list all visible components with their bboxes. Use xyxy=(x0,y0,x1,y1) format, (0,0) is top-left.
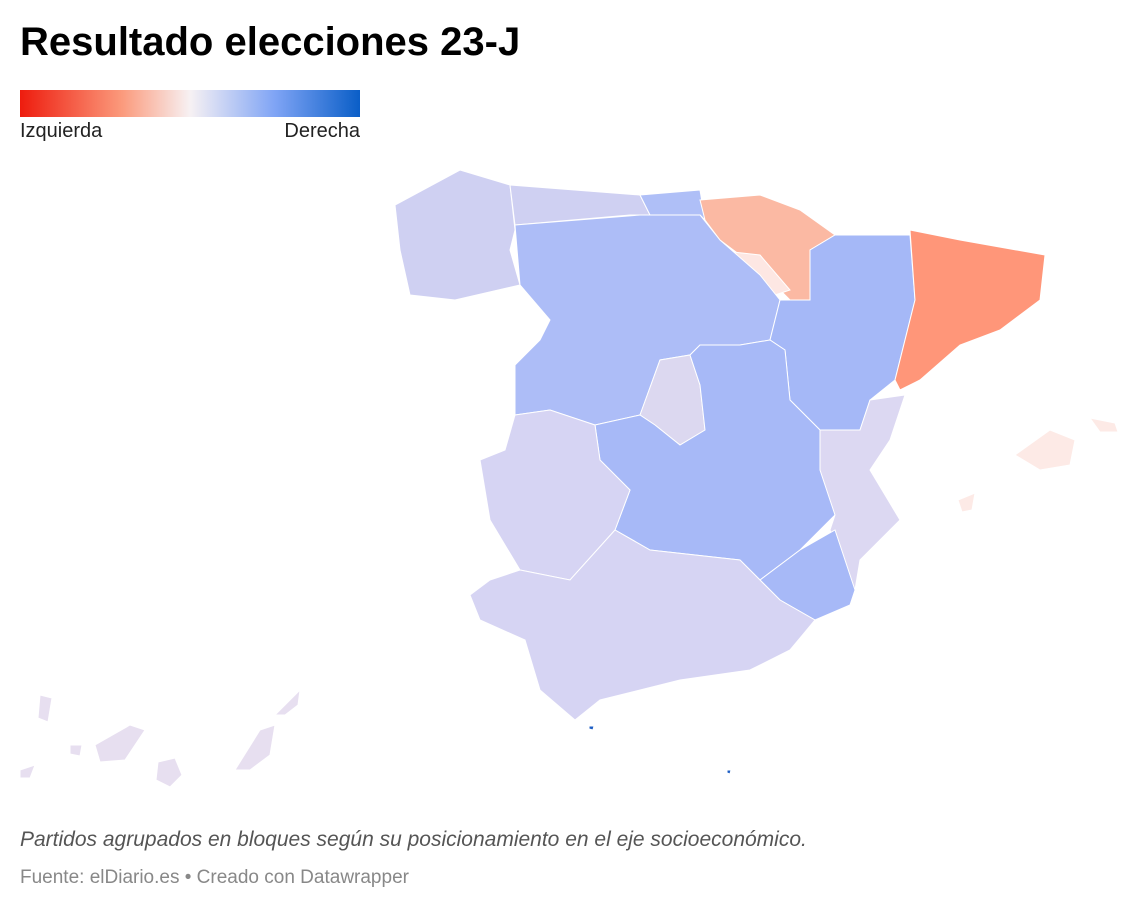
region xyxy=(94,724,146,763)
region xyxy=(394,169,521,301)
region xyxy=(726,769,732,775)
region xyxy=(37,694,53,723)
region xyxy=(469,529,816,721)
region xyxy=(155,757,183,788)
legend-gradient xyxy=(20,90,360,117)
legend-right-label: Derecha xyxy=(284,120,360,142)
region xyxy=(957,492,976,513)
title: Resultado elecciones 23-J xyxy=(20,20,521,64)
region xyxy=(588,725,595,731)
region xyxy=(1088,417,1119,433)
region xyxy=(69,744,83,757)
region xyxy=(19,764,36,779)
region xyxy=(273,688,301,716)
legend-left-label: Izquierda xyxy=(20,120,103,142)
regions xyxy=(19,169,1119,788)
source: Fuente: elDiario.es • Creado con Datawra… xyxy=(20,867,409,888)
region xyxy=(894,229,1046,391)
region xyxy=(1014,429,1076,471)
region xyxy=(234,724,276,771)
note: Partidos agrupados en bloques según su p… xyxy=(20,828,807,851)
